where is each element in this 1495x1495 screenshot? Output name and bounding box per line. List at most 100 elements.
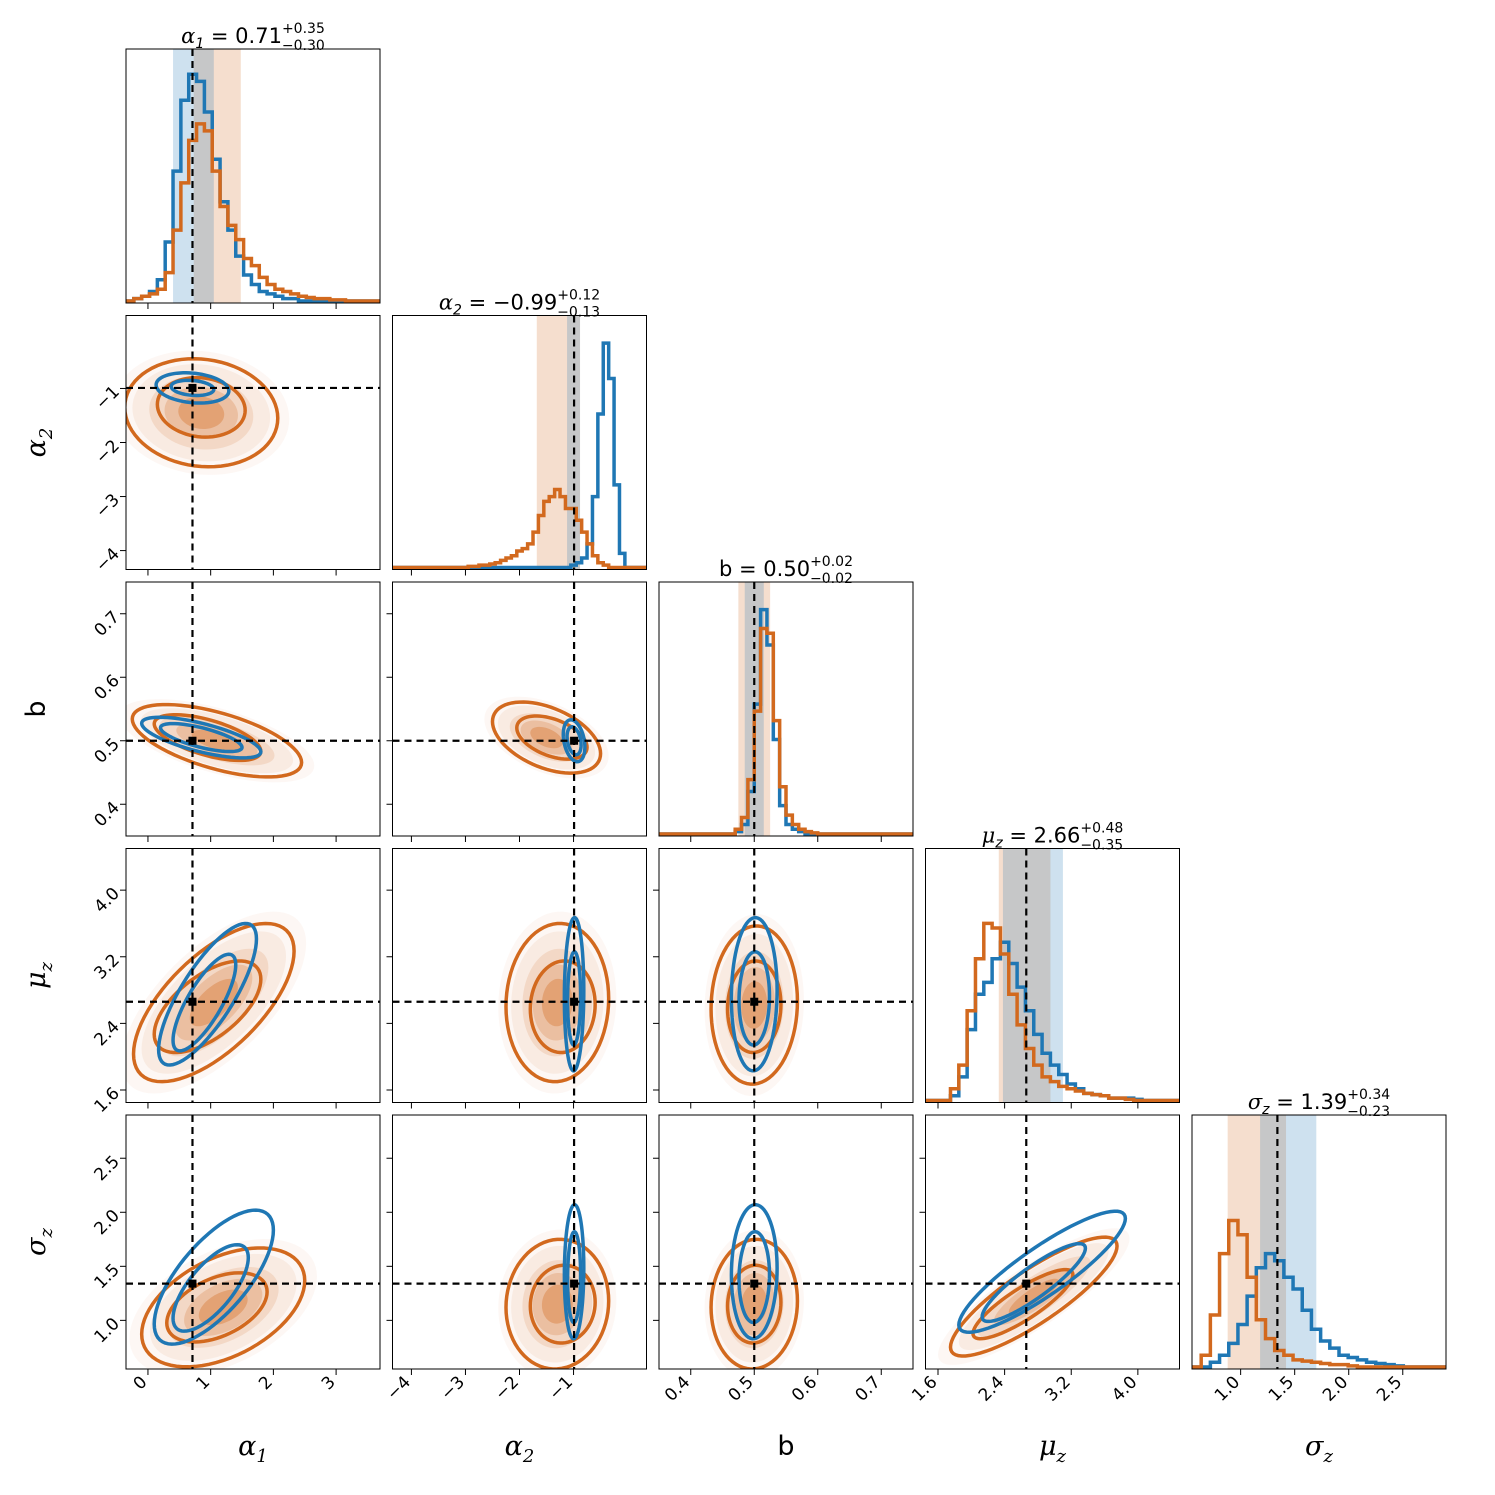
panel-frame-mz-sz bbox=[925, 1114, 1180, 1370]
title-plus: +0.48 bbox=[1080, 821, 1123, 837]
title-minus: −0.30 bbox=[282, 38, 325, 54]
x-axis-label-sz: σz bbox=[1305, 1431, 1333, 1467]
contour-blue-outer-a1-b bbox=[139, 715, 263, 760]
density-a1-a2 bbox=[126, 350, 290, 475]
y-tick-label-b: 0.6 bbox=[91, 671, 124, 704]
density-level-a1-a2 bbox=[178, 396, 225, 429]
y-axis-label-sz-sub: z bbox=[36, 1228, 57, 1239]
diag-bands-a2 bbox=[536, 315, 581, 570]
credible-bands bbox=[173, 49, 1317, 1369]
title-symbol: σ bbox=[1248, 1090, 1263, 1114]
density-level-a1-b bbox=[126, 699, 315, 783]
contour-blue-inner-a2-b bbox=[565, 725, 583, 757]
y-axis-label-mz: μz bbox=[21, 961, 57, 989]
contour-blue-outer-a1-sz bbox=[152, 1208, 276, 1346]
density-level-mz-sz bbox=[1008, 1278, 1059, 1315]
contour-blue-inner-a1-mz bbox=[171, 952, 238, 1053]
x-tick-label-mz: 2.4 bbox=[975, 1372, 1008, 1405]
x-axis-label-mz: μz bbox=[1039, 1431, 1067, 1467]
panel-frame-a1-b bbox=[125, 581, 381, 837]
y-axis-label-mz-base: μ bbox=[21, 971, 52, 989]
diag-title-a2: α2 = −0.99+0.12 −0.13 bbox=[439, 288, 600, 321]
contour-blue-inner-a2-mz bbox=[565, 950, 583, 1047]
x-tick-label-a2: −1 bbox=[545, 1372, 577, 1404]
title-symbol-sub: z bbox=[994, 836, 1003, 852]
diag-hist-b bbox=[659, 607, 913, 836]
contour-orange-outer-a1-sz bbox=[139, 1246, 307, 1369]
y-axis-label-a2-sub: 2 bbox=[36, 428, 57, 440]
diag-bands-a1 bbox=[173, 49, 241, 303]
contour-orange-outer-b-mz bbox=[709, 924, 800, 1086]
contour-orange-outer-a2-mz bbox=[504, 921, 611, 1084]
contours-mz-sz bbox=[948, 1209, 1128, 1358]
panel-frame-b-b bbox=[658, 581, 914, 837]
credible-band-orange-a1 bbox=[193, 49, 241, 303]
title-symbol-sub: z bbox=[1261, 1102, 1270, 1118]
x-tick-label-sz: 2.0 bbox=[1319, 1372, 1352, 1405]
x-tick-label-a2: −4 bbox=[383, 1372, 415, 1404]
truth-marker-a2-sz bbox=[570, 1279, 579, 1288]
x-axis-label-b: b bbox=[777, 1431, 794, 1462]
y-axis-label-sz: σz bbox=[21, 1228, 57, 1256]
truth-marker-a1-sz bbox=[188, 1279, 197, 1288]
x-tick-label-a1: 2 bbox=[255, 1372, 277, 1394]
truth-marker-a2-mz bbox=[570, 997, 579, 1006]
contour-blue-outer-b-sz bbox=[729, 1203, 779, 1341]
x-axis-label-b-base: b bbox=[777, 1431, 794, 1462]
x-axis-label-mz-base: μ bbox=[1039, 1431, 1057, 1462]
x-tick-label-mz: 3.2 bbox=[1042, 1372, 1075, 1405]
histogram-orange-sz bbox=[1192, 1218, 1446, 1369]
contour-blue-outer-a2-mz bbox=[562, 915, 586, 1073]
x-tick-label-mz: 1.6 bbox=[908, 1372, 941, 1405]
y-tick-label-mz: 4.0 bbox=[91, 884, 124, 917]
x-tick-label-sz: 1.5 bbox=[1265, 1372, 1298, 1405]
y-tick-label-a2: −3 bbox=[92, 490, 124, 522]
x-tick-label-b: 0.5 bbox=[725, 1372, 758, 1405]
density-level-b-sz bbox=[733, 1273, 775, 1336]
diag-hist-sz bbox=[1192, 1218, 1446, 1369]
y-axis-label-a2: α2 bbox=[21, 428, 57, 458]
x-tick-label-b: 0.4 bbox=[661, 1372, 694, 1405]
histogram-orange-mz bbox=[925, 921, 1180, 1103]
title-minus: −0.35 bbox=[1080, 838, 1123, 854]
x-axis-label-a1: α1 bbox=[238, 1431, 268, 1467]
y-tick-label-a2: −1 bbox=[92, 382, 124, 414]
contour-blue-outer-mz-sz bbox=[957, 1209, 1128, 1334]
title-symbol: b bbox=[719, 557, 732, 581]
histogram-orange-a2 bbox=[392, 487, 647, 570]
density-level-a2-b bbox=[530, 726, 563, 749]
y-axis-label-mz-sub: z bbox=[36, 961, 57, 972]
truth-marker-a2-b bbox=[570, 736, 579, 745]
title-value: = 2.66 bbox=[1003, 824, 1081, 848]
title-minus: −0.13 bbox=[557, 305, 600, 321]
y-tick-label-a2: −4 bbox=[92, 544, 124, 576]
contours-a2-mz bbox=[504, 915, 611, 1084]
x-tick-label-mz: 4.0 bbox=[1108, 1372, 1141, 1405]
diag-bands-b bbox=[738, 582, 771, 836]
y-axis-label-b-base: b bbox=[21, 700, 52, 717]
contours-a1-sz bbox=[139, 1208, 307, 1369]
y-axis-label-b: b bbox=[21, 700, 52, 717]
x-axis-label-a1-sub: 1 bbox=[256, 1446, 267, 1467]
density-level-a1-a2 bbox=[126, 350, 290, 475]
density-a2-b bbox=[484, 696, 609, 779]
contour-blue-inner-a1-a2 bbox=[169, 378, 216, 398]
title-value: = −0.99 bbox=[462, 291, 557, 315]
x-axis-label-a2: α2 bbox=[505, 1431, 535, 1467]
x-axis-label-sz-sub: z bbox=[1322, 1446, 1333, 1467]
contours-a2-sz bbox=[504, 1202, 611, 1369]
contours-a1-b bbox=[130, 702, 304, 779]
panel-frame-a1-sz bbox=[125, 1114, 381, 1370]
contours-a1-mz bbox=[131, 921, 296, 1084]
y-tick-label-b: 0.7 bbox=[91, 607, 124, 640]
density-level-a2-sz bbox=[532, 1273, 582, 1336]
title-value: = 0.71 bbox=[204, 24, 282, 48]
y-tick-label-b: 0.5 bbox=[91, 734, 124, 767]
density-level-a2-b bbox=[520, 720, 573, 755]
panel-frame-b-mz bbox=[658, 848, 914, 1103]
contour-blue-outer-a1-a2 bbox=[154, 371, 231, 405]
diag-hist-a1 bbox=[126, 72, 380, 303]
x-tick-label-a1: 3 bbox=[318, 1372, 340, 1394]
title-minus: −0.23 bbox=[1347, 1104, 1390, 1120]
y-tick-label-sz: 1.0 bbox=[91, 1314, 124, 1347]
